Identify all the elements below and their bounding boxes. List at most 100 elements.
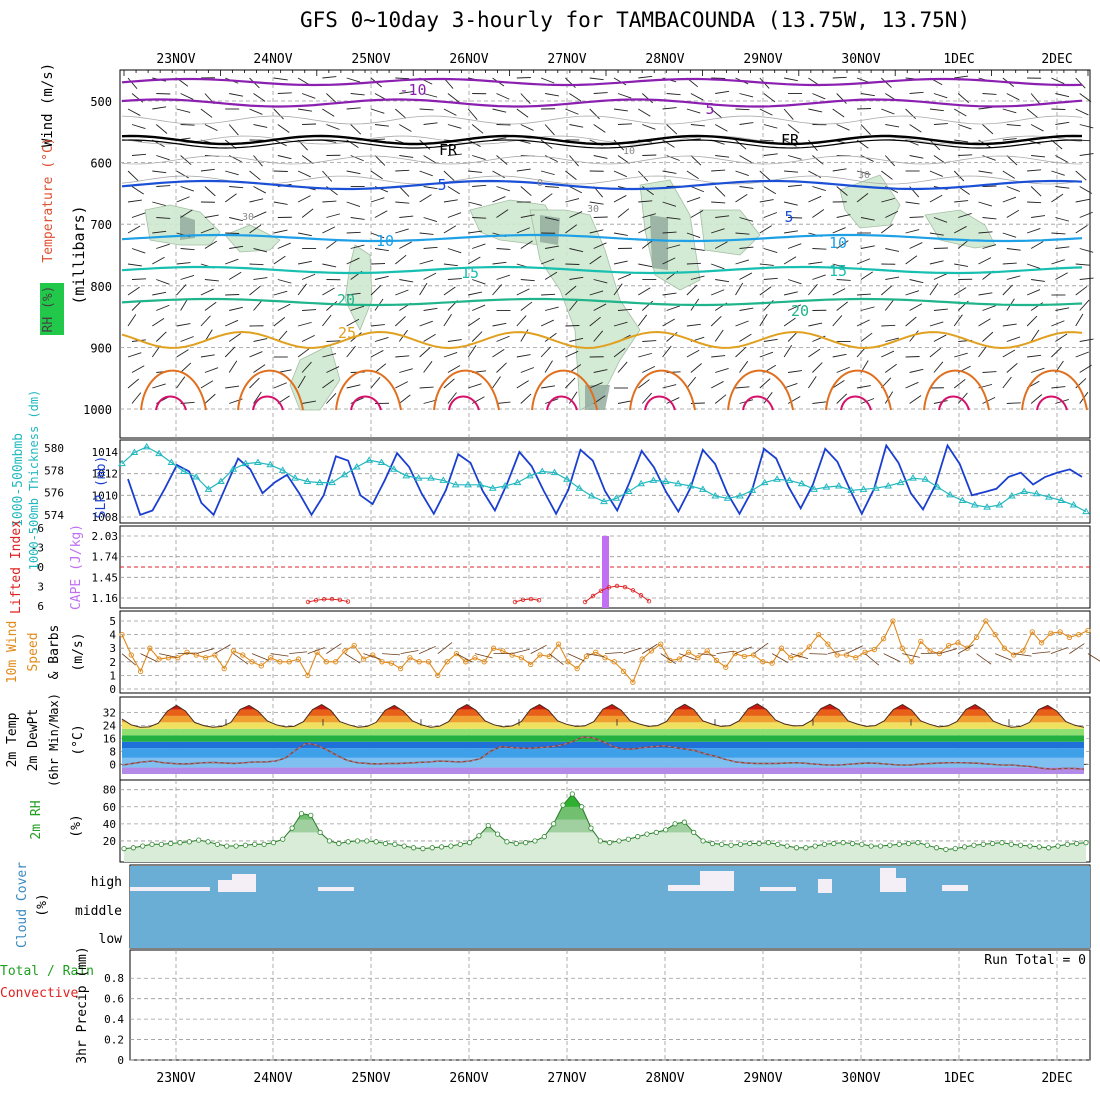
upper-wind-barb (277, 242, 291, 249)
upper-wind-barb (1075, 224, 1088, 234)
temp-contour-5 (121, 179, 1083, 191)
upper-wind-barb (662, 345, 672, 358)
upper-wind-barb (836, 124, 850, 131)
temp-band (122, 735, 1084, 742)
upper-wind-barb (447, 153, 462, 156)
wind-speed-marker (667, 657, 673, 664)
upper-wind-barb (443, 352, 458, 358)
upper-wind-barb (856, 293, 871, 296)
upper-wind-barb (443, 378, 455, 389)
thickness-marker (142, 442, 151, 450)
rh-shaded-region (924, 209, 996, 249)
upper-wind-barb (642, 365, 656, 373)
upper-wind-barb (176, 170, 189, 179)
upper-wind-barb (1055, 272, 1068, 280)
wind-speed-marker (379, 659, 385, 665)
wind-speed-marker (156, 656, 162, 662)
upper-wind-barb (686, 262, 701, 265)
wind-tick-label: 1 (109, 669, 116, 682)
upper-wind-barb (326, 93, 337, 104)
wind-speed-marker (611, 659, 617, 665)
wind-speed-marker (964, 645, 970, 651)
upper-wind-barb (1051, 232, 1066, 235)
upper-wind-barb (613, 77, 627, 86)
rh-marker (532, 838, 538, 844)
wind-barb (289, 651, 308, 655)
rh-marker (280, 836, 286, 842)
wind-speed-marker (825, 641, 831, 647)
upper-wind-barb (593, 155, 608, 159)
upper-wind-barb (759, 351, 774, 358)
upper-wind-barb (443, 108, 457, 116)
upper-wind-barb (763, 392, 773, 404)
upper-wind-barb (1051, 193, 1064, 203)
rh-marker (775, 841, 781, 847)
upper-wind-barb (593, 303, 607, 311)
thickness-marker (1057, 496, 1066, 503)
upper-wind-barb (423, 186, 438, 190)
cape-bar (602, 536, 609, 608)
thickness-marker (365, 456, 374, 463)
rh-marker (354, 838, 361, 844)
upper-wind-barb (787, 304, 802, 311)
wind-speed-marker (1057, 629, 1063, 635)
upper-wind-barb (152, 170, 167, 174)
upper-wind-barb (909, 91, 924, 94)
upper-wind-barb (881, 324, 896, 327)
upper-wind-barb (301, 334, 315, 342)
rh-contour-line (121, 175, 1083, 185)
bottom-date-label: 28NOV (645, 1071, 684, 1086)
rh-marker (382, 840, 389, 847)
upper-wind-barb (787, 279, 802, 285)
upper-wind-barb (884, 155, 896, 167)
upper-wind-barb (180, 186, 194, 192)
upper-wind-barb (496, 248, 511, 250)
upper-wind-barb (471, 331, 483, 342)
rh-marker (653, 829, 659, 835)
upper-wind-barb (273, 108, 284, 120)
li-curve (307, 598, 349, 603)
upper-wind-barb (346, 107, 361, 110)
wind-barb (159, 653, 177, 658)
wind-speed-marker (212, 652, 218, 658)
thickness-marker (884, 481, 893, 489)
upper-wind-barb (711, 289, 725, 296)
upper-wind-barb (1079, 153, 1094, 156)
rh-marker (177, 840, 183, 846)
wind-speed-marker (351, 642, 357, 649)
upper-wind-barb (467, 139, 481, 147)
rh-marker (588, 825, 594, 831)
upper-wind-barb (565, 377, 576, 389)
rh-marker (485, 822, 491, 829)
upper-wind-barb (297, 321, 312, 327)
upper-wind-barb (374, 155, 386, 166)
upper-ylabel-rh: RH (%) (41, 286, 56, 333)
upper-wind-barb (812, 155, 824, 165)
cloud-level-label: low (99, 932, 123, 947)
wind-speed-marker (267, 655, 274, 661)
upper-wind-barb (520, 124, 534, 131)
upper-wind-barb (200, 354, 215, 358)
cloud-level-label: high (91, 875, 122, 890)
upper-wind-barb (642, 124, 656, 130)
wind-speed-marker (908, 659, 915, 665)
upper-wind-barb (569, 391, 578, 404)
upper-wind-barb (346, 318, 360, 327)
upper-wind-barb (1051, 170, 1065, 176)
upper-wind-barb (1055, 246, 1070, 249)
upper-wind-barb (881, 108, 895, 115)
wind-barb (771, 653, 788, 663)
thickness-tick-label: 576 (44, 487, 64, 500)
upper-wind-barb (978, 170, 993, 174)
cloud-unit: (%) (35, 893, 50, 916)
thickness-marker (488, 484, 497, 491)
upper-wind-barb (884, 299, 895, 311)
pressure-tick-label: 800 (90, 280, 112, 294)
upper-wind-barb (156, 304, 170, 311)
li-tick-label: -3 (31, 542, 44, 555)
upper-wind-barb (638, 75, 653, 79)
rh-high-region (180, 215, 195, 240)
upper-wind-barb (715, 90, 730, 94)
li-marker (614, 583, 620, 589)
upper-wind-barb (788, 184, 803, 187)
